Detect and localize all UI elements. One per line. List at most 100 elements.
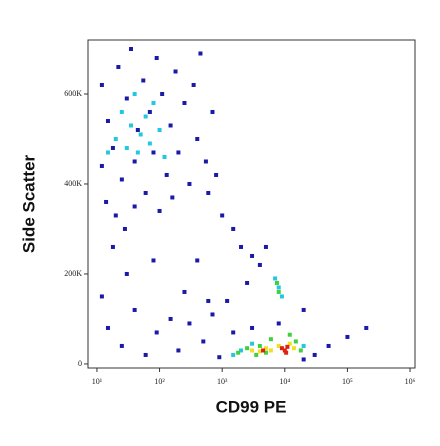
data-point — [263, 350, 268, 355]
data-point — [141, 78, 146, 83]
data-point — [250, 253, 255, 258]
data-point — [176, 150, 181, 155]
y-tick-label: 400K — [64, 179, 82, 188]
data-point — [143, 190, 148, 195]
data-point — [135, 150, 140, 155]
y-axis-label: Side Scatter — [19, 154, 38, 253]
data-point — [257, 349, 262, 354]
data-point — [263, 346, 268, 351]
data-point — [151, 150, 156, 155]
data-point — [210, 109, 215, 114]
data-point — [287, 332, 292, 337]
data-point — [164, 172, 169, 177]
data-point — [99, 82, 104, 87]
data-point — [261, 348, 266, 353]
y-tick-label: 200K — [64, 269, 82, 278]
data-point — [257, 343, 262, 348]
data-point — [147, 109, 152, 114]
data-point — [176, 348, 181, 353]
data-point — [143, 352, 148, 357]
data-point — [239, 244, 244, 249]
data-point — [206, 190, 211, 195]
data-point — [154, 55, 159, 60]
data-point — [110, 244, 115, 249]
data-point — [231, 330, 236, 335]
data-point — [210, 312, 215, 317]
x-tick-label: 10³ — [217, 377, 228, 386]
data-point — [245, 346, 250, 351]
data-point — [119, 177, 124, 182]
y-tick-label: 0 — [78, 359, 82, 368]
data-point — [132, 204, 137, 209]
data-point — [151, 100, 156, 105]
data-point — [147, 141, 152, 146]
data-point — [191, 82, 196, 87]
data-point — [104, 199, 109, 204]
data-point — [168, 316, 173, 321]
data-point — [105, 325, 110, 330]
data-point — [105, 118, 110, 123]
data-point — [231, 352, 236, 357]
data-point — [124, 145, 129, 150]
data-point — [135, 127, 140, 132]
data-point — [201, 339, 206, 344]
data-point — [279, 346, 284, 351]
data-point — [276, 289, 281, 294]
data-point — [245, 280, 250, 285]
data-point — [301, 343, 306, 348]
data-point — [268, 348, 273, 353]
data-point — [99, 163, 104, 168]
data-point — [203, 159, 208, 164]
data-point — [301, 357, 306, 362]
plot-frame — [87, 39, 416, 369]
data-point — [279, 294, 284, 299]
data-point — [195, 258, 200, 263]
data-point — [113, 136, 118, 141]
data-point — [268, 337, 273, 342]
data-point — [326, 343, 331, 348]
y-tick-label: 600K — [64, 89, 82, 98]
x-axis-label: CD99 PE — [216, 397, 287, 416]
data-point — [157, 127, 162, 132]
data-point — [122, 226, 127, 231]
data-point — [138, 132, 143, 137]
data-point — [276, 343, 281, 348]
data-point — [217, 355, 222, 360]
data-point — [274, 280, 279, 285]
data-point — [293, 339, 298, 344]
data-point — [129, 46, 134, 51]
data-point — [110, 145, 115, 150]
data-point — [345, 334, 350, 339]
data-point — [124, 96, 129, 101]
data-point — [263, 244, 268, 249]
data-point — [206, 298, 211, 303]
data-point — [239, 348, 244, 353]
data-point — [154, 330, 159, 335]
data-point — [276, 321, 281, 326]
data-point — [113, 213, 118, 218]
data-point — [284, 350, 289, 355]
data-point — [124, 271, 129, 276]
data-point — [250, 348, 255, 353]
data-point — [168, 123, 173, 128]
data-point — [276, 285, 281, 290]
data-point — [254, 352, 259, 357]
x-tick-label: 10⁵ — [342, 377, 353, 386]
data-point — [257, 262, 262, 267]
data-point — [250, 341, 255, 346]
data-point — [132, 159, 137, 164]
data-point — [198, 51, 203, 56]
x-tick-label: 10⁶ — [405, 377, 416, 386]
data-point — [231, 226, 236, 231]
data-point — [99, 294, 104, 299]
data-point — [225, 298, 230, 303]
data-point — [250, 325, 255, 330]
x-tick-label: 10⁴ — [279, 377, 290, 386]
data-point — [116, 64, 121, 69]
data-point — [214, 172, 219, 177]
data-point — [157, 208, 162, 213]
x-tick-label: 10¹ — [92, 377, 103, 386]
data-point — [151, 258, 156, 263]
